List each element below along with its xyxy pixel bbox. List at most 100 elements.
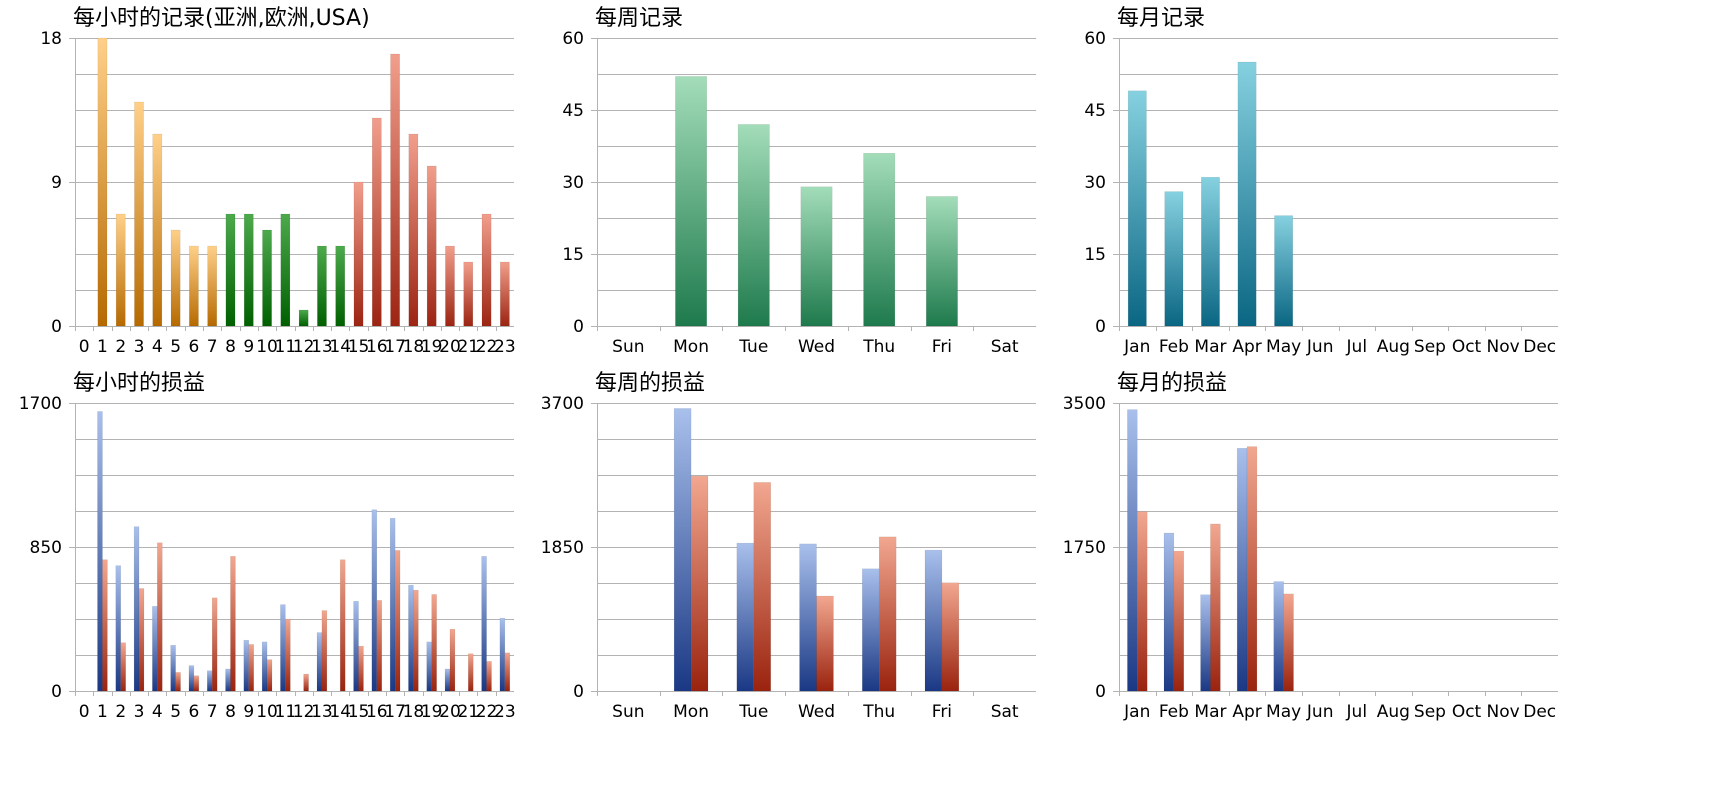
x-tick-label: Jul — [1346, 702, 1368, 722]
x-tick-label: Nov — [1487, 702, 1520, 722]
bar — [481, 556, 487, 692]
bar — [736, 542, 755, 692]
x-tick-label: Wed — [798, 337, 835, 357]
bar — [157, 542, 163, 692]
x-tick-label: Fri — [932, 702, 952, 722]
x-tick-label: 4 — [152, 702, 163, 722]
hourly-records-panel: 每小时的记录(亚洲,欧洲,USA) 0 9 18 0 1 2 3 4 5 6 7 8 9 10 11 12 13 1… — [0, 0, 573, 400]
bar — [862, 568, 880, 692]
y-tick-label: 45 — [1084, 101, 1106, 121]
bar — [408, 584, 414, 692]
chart-title: 每月记录 — [1117, 6, 1205, 31]
bar — [1273, 581, 1284, 692]
bar — [445, 245, 455, 327]
x-tick-label: Apr — [1232, 702, 1261, 722]
x-tick-label: Tue — [738, 702, 768, 722]
x-tick-label: 11 — [275, 702, 297, 722]
bar — [878, 536, 897, 692]
x-tick-label: Jul — [1346, 337, 1368, 357]
x-tick-label: 8 — [225, 337, 236, 357]
bar — [1164, 191, 1184, 327]
y-tick-label: 60 — [1084, 29, 1106, 49]
x-tick-label: Sat — [991, 337, 1019, 357]
x-tick-label: 14 — [329, 337, 351, 357]
bar — [1137, 511, 1148, 692]
x-tick-label: 19 — [421, 337, 443, 357]
x-tick-label: Feb — [1159, 337, 1189, 357]
bar — [394, 550, 401, 692]
x-tick-label: Jan — [1123, 702, 1150, 722]
bar — [170, 645, 176, 692]
bar — [1210, 523, 1221, 692]
x-tick-label: 13 — [311, 702, 333, 722]
y-tick-label: 15 — [1084, 245, 1106, 265]
x-tick-label: 7 — [207, 702, 218, 722]
x-tick-label: Mon — [673, 702, 709, 722]
bar — [266, 659, 273, 692]
x-tick-label: 18 — [403, 337, 425, 357]
x-tick-label: 19 — [421, 702, 443, 722]
bar — [321, 610, 328, 692]
monthly-profit-panel: 每月的损益 0 1750 3500 Jan Feb Mar Apr May Jun Jul Aug Se… — [1044, 365, 1617, 765]
bar — [1274, 215, 1294, 327]
bar — [926, 196, 958, 327]
bar — [675, 76, 707, 327]
bar — [1246, 446, 1258, 692]
bar — [358, 645, 364, 692]
x-tick-label: 10 — [256, 702, 278, 722]
y-tick-label: 18 — [40, 29, 62, 49]
x-tick-label: Fri — [932, 337, 952, 357]
bar — [753, 482, 771, 692]
chart-title: 每周记录 — [595, 6, 683, 31]
bar — [737, 124, 770, 327]
bar — [316, 632, 323, 692]
bar — [115, 213, 126, 327]
weekly-profit-panel: 每周的损益 0 1850 3700 Sun Mon Tue Wed Thu Fri Sat — [522, 365, 1095, 765]
y-tick-label: 0 — [1095, 317, 1106, 337]
bar — [285, 618, 291, 692]
bar — [211, 597, 218, 692]
bar — [280, 213, 291, 327]
x-tick-label: Oct — [1452, 702, 1482, 722]
x-tick-label: 8 — [225, 702, 236, 722]
x-tick-label: 22 — [476, 337, 498, 357]
bar — [115, 565, 121, 692]
bar — [481, 213, 492, 327]
x-tick-label: Wed — [798, 702, 835, 722]
y-tick-label: 60 — [562, 29, 584, 49]
bar — [133, 526, 140, 692]
y-tick-label: 30 — [1084, 173, 1106, 193]
bar — [303, 673, 309, 692]
x-tick-label: 4 — [152, 337, 163, 357]
bar — [463, 261, 474, 327]
x-tick-label: 0 — [79, 337, 90, 357]
x-tick-label: Mar — [1194, 337, 1226, 357]
y-tick-label: 1700 — [19, 394, 62, 414]
x-tick-label: Sep — [1414, 702, 1446, 722]
bar — [243, 213, 254, 327]
bar — [225, 213, 236, 327]
bar — [138, 588, 145, 692]
y-tick-label: 15 — [562, 245, 584, 265]
bar — [97, 411, 103, 692]
y-tick-label: 30 — [562, 173, 584, 193]
y-tick-label: 0 — [51, 317, 62, 337]
bar — [1237, 61, 1257, 327]
bar — [1173, 550, 1185, 692]
y-tick-label: 0 — [51, 682, 62, 702]
bar — [248, 644, 254, 692]
bar — [335, 245, 346, 327]
bar — [468, 653, 474, 692]
x-tick-label: Jan — [1123, 337, 1150, 357]
y-tick-label: 3700 — [541, 394, 584, 414]
x-tick-label: 10 — [256, 337, 278, 357]
x-tick-label: 21 — [457, 702, 479, 722]
hourly-profit-panel: 每小时的损益 0 850 1700 0 1 2 3 4 5 6 7 8 9 10 11 12 13 14 15 16 17… — [0, 365, 573, 765]
bar — [1236, 448, 1248, 692]
bar — [317, 245, 327, 327]
chart-title: 每月的损益 — [1117, 371, 1227, 396]
y-tick-label: 1750 — [1063, 538, 1106, 558]
x-tick-label: Oct — [1452, 337, 1482, 357]
x-tick-label: 17 — [384, 337, 406, 357]
